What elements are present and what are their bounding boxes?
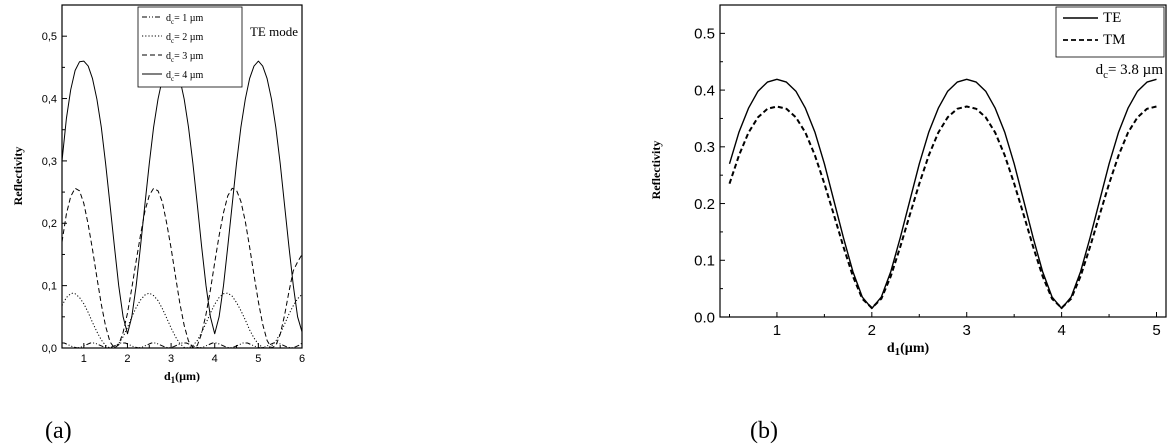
series-line-b-2 — [728, 105, 1157, 309]
x-axis-label-main-b: d — [887, 341, 895, 356]
plot-frame-a — [61, 4, 303, 349]
panel-label-b: (b) — [750, 418, 778, 444]
y-tick-label-a: 0,4 — [42, 93, 57, 105]
y-tick-label-b: 0.5 — [694, 26, 715, 43]
y-tick-label-a: 0,5 — [42, 31, 57, 43]
legend-entry-a-1: dc= 1 µm — [166, 13, 204, 26]
series-line-b-1 — [728, 78, 1157, 310]
legend-entry-a-4: dc= 4 µm — [166, 70, 204, 83]
y-tick-label-b: 0.2 — [694, 196, 715, 213]
y-tick-label-a: 0,2 — [42, 218, 57, 230]
legend-note-sub: c — [1103, 69, 1108, 81]
x-axis-label-main-a: d — [164, 369, 171, 383]
x-axis-label-unit-a: (µm) — [175, 369, 200, 383]
x-tick-label-a: 6 — [299, 353, 305, 365]
x-axis-ticks-a: 1 2 3 4 5 6 — [61, 343, 305, 365]
x-tick-label-a: 5 — [255, 353, 261, 365]
y-tick-label-b: 0.4 — [694, 82, 715, 99]
x-tick-label-a: 3 — [168, 353, 174, 365]
legend-entry-b-1: TE — [1103, 10, 1121, 26]
x-tick-label-b: 4 — [1057, 322, 1065, 339]
y-axis-label-a: Reflectivity — [11, 147, 25, 206]
x-tick-label-a: 1 — [81, 353, 87, 365]
legend-b: TE TM — [1055, 6, 1165, 58]
x-tick-label-b: 5 — [1152, 322, 1160, 339]
y-tick-label-a: 0,1 — [42, 280, 57, 292]
series-line-a-2 — [61, 292, 303, 349]
legend-box-b — [1055, 6, 1165, 58]
x-tick-label-a: 4 — [212, 353, 218, 365]
y-tick-label-b: 0.3 — [694, 139, 715, 156]
series-lines-b — [728, 78, 1157, 310]
plot-frame-b — [719, 4, 1167, 318]
legend-note-dc: dc= 3.8 µm — [1096, 62, 1164, 81]
series-line-a-4 — [61, 60, 303, 335]
legend-entry-b-2: TM — [1103, 32, 1126, 48]
series-line-a-1 — [62, 342, 303, 349]
y-tick-label-b: 0.0 — [694, 309, 715, 326]
x-axis-label-b: d1(µm) — [887, 341, 930, 358]
y-axis-ticks-a: 0,0 0,1 0,2 0,3 0,4 0,5 — [42, 4, 67, 355]
x-tick-label-b: 2 — [868, 322, 876, 339]
legend-note-main: d — [1096, 62, 1104, 78]
x-tick-label-b: 3 — [963, 322, 971, 339]
legend-a: dc= 1 µm dc= 2 µm dc= 3 µm dc= 4 µm — [137, 6, 243, 88]
x-tick-label-a: 2 — [124, 353, 130, 365]
legend-entry-a-2: dc= 2 µm — [166, 32, 204, 45]
x-axis-label-sub-a: 1 — [171, 375, 176, 385]
y-axis-ticks-b: 0.0 0.1 0.2 0.3 0.4 0.5 — [694, 4, 725, 326]
x-axis-label-sub-b: 1 — [895, 346, 901, 358]
annotation-te-mode: TE mode — [250, 24, 298, 39]
legend-entry-a-3: dc= 3 µm — [166, 51, 204, 64]
panel-label-a: (a) — [45, 418, 72, 444]
legend-note-rest: = 3.8 µm — [1108, 62, 1163, 78]
y-tick-label-a: 0,3 — [42, 156, 57, 168]
x-axis-label-a: d1(µm) — [164, 369, 200, 385]
y-tick-label-b: 0.1 — [694, 253, 715, 270]
x-tick-label-b: 1 — [773, 322, 781, 339]
chart-panel-a: 0,0 0,1 0,2 0,3 0,4 0,5 1 2 3 4 5 6 Reflectivity d… — [11, 4, 305, 444]
y-axis-label-b: Reflectivity — [649, 141, 663, 200]
series-line-a-3 — [61, 187, 303, 349]
series-lines-a — [61, 60, 303, 349]
x-axis-ticks-b: 1 2 3 4 5 — [728, 312, 1161, 339]
x-axis-label-unit-b: (µm) — [900, 341, 929, 356]
y-tick-label-a: 0,0 — [42, 343, 57, 355]
